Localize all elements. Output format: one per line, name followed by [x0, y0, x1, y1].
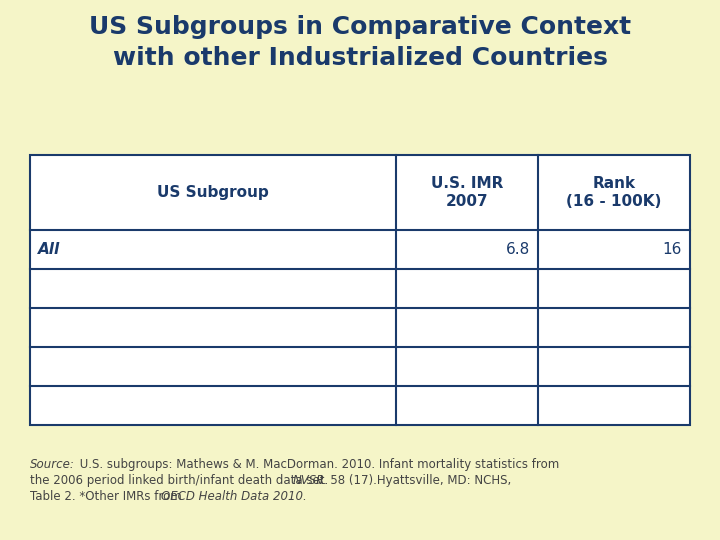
Text: Table 2. *Other IMRs from: Table 2. *Other IMRs from: [30, 490, 186, 503]
Text: 6.8: 6.8: [506, 242, 530, 257]
Text: U.S. subgroups: Mathews & M. MacDorman. 2010. Infant mortality statistics from: U.S. subgroups: Mathews & M. MacDorman. …: [76, 458, 559, 471]
Bar: [30, 155, 690, 425]
Text: the 2006 period linked birth/infant death data set.: the 2006 period linked birth/infant deat…: [30, 474, 332, 487]
Text: NVSR: NVSR: [292, 474, 325, 487]
Text: US Subgroup: US Subgroup: [157, 185, 269, 200]
Text: All: All: [38, 242, 60, 257]
Text: US Subgroups in Comparative Context
with other Industrialized Countries: US Subgroups in Comparative Context with…: [89, 15, 631, 70]
Text: v. 58 (17).Hyattsville, MD: NCHS,: v. 58 (17).Hyattsville, MD: NCHS,: [312, 474, 511, 487]
Text: U.S. IMR
2007: U.S. IMR 2007: [431, 176, 503, 210]
Text: 16: 16: [662, 242, 682, 257]
Text: OECD Health Data 2010.: OECD Health Data 2010.: [161, 490, 307, 503]
Text: Source:: Source:: [30, 458, 75, 471]
Text: Rank
(16 - 100K): Rank (16 - 100K): [567, 176, 662, 210]
